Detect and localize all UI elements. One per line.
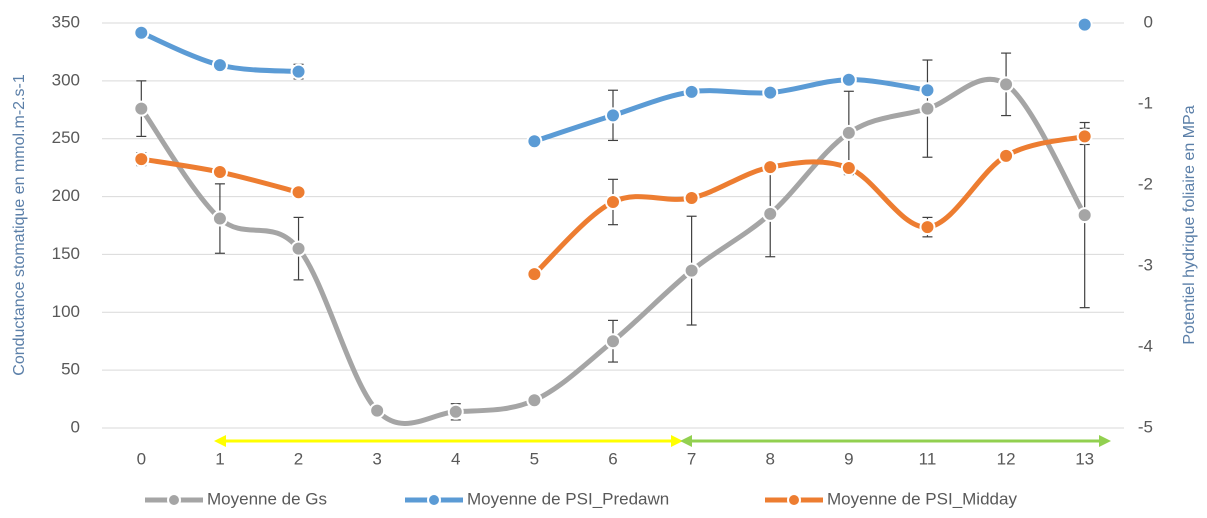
legend-marker (167, 493, 181, 507)
y2-axis-title: Potentiel hydrique foliaire en MPa (1181, 105, 1198, 344)
y-tick-label: 150 (52, 244, 80, 263)
y2-tick-label: 0 (1144, 12, 1153, 31)
point (919, 219, 936, 236)
point (683, 189, 700, 206)
legend-item: Moyenne de PSI_Midday (765, 489, 1017, 508)
point (840, 71, 857, 88)
legend-item: Moyenne de PSI_Predawn (405, 489, 669, 508)
y-axis-title: Conductance stomatique en mmol.m-2.s-1 (11, 74, 28, 376)
legend-label: Moyenne de PSI_Predawn (467, 489, 669, 508)
x-tick-label: 7 (687, 449, 696, 468)
point (840, 159, 857, 176)
point (526, 392, 543, 409)
point (605, 107, 621, 124)
point (211, 57, 228, 74)
x-tick-label: 11 (919, 449, 937, 468)
x-tick-label: 13 (1075, 449, 1094, 468)
x-tick-label: 1 (215, 449, 224, 468)
x-tick-label: 2 (294, 449, 303, 468)
y-tick-label: 200 (52, 186, 80, 205)
point (447, 403, 464, 420)
point (840, 124, 857, 141)
point (605, 333, 621, 350)
y-tick-label: 350 (52, 12, 80, 31)
point (998, 76, 1015, 93)
point (762, 159, 779, 176)
point (290, 240, 307, 257)
series (133, 52, 1093, 426)
point (526, 266, 543, 283)
x-tick-label: 9 (844, 449, 853, 468)
legend-item: Moyenne de Gs (145, 489, 327, 508)
arrow-head (1099, 435, 1111, 447)
point (919, 100, 936, 117)
y-tick-label: 300 (52, 70, 80, 89)
y2-tick-label: -2 (1138, 174, 1153, 193)
legend-label: Moyenne de PSI_Midday (827, 489, 1017, 508)
legend-marker (427, 493, 441, 507)
x-tick-label: 3 (372, 449, 381, 468)
x-tick-label: 12 (997, 449, 1016, 468)
point (1076, 128, 1093, 145)
point (605, 194, 621, 211)
point (211, 210, 228, 227)
point (683, 83, 700, 100)
y2-tick-label: -4 (1138, 336, 1153, 355)
y-tick-label: 50 (61, 360, 80, 379)
arrow-head (671, 435, 683, 447)
y2-tick-label: -5 (1138, 417, 1153, 436)
point (290, 184, 307, 201)
x-tick-label: 5 (530, 449, 539, 468)
arrow-head (214, 435, 226, 447)
x-tick-label: 6 (608, 449, 617, 468)
x-tick-label: 4 (451, 449, 460, 468)
y-tick-label: 100 (52, 302, 80, 321)
point (762, 84, 779, 101)
arrow-head (680, 435, 692, 447)
point (211, 164, 228, 181)
point (683, 262, 700, 279)
x-tick-label: 8 (765, 449, 774, 468)
series-line (531, 77, 930, 144)
y2-tick-label: -3 (1138, 255, 1153, 274)
series (133, 16, 1093, 150)
point (998, 147, 1015, 164)
point (290, 63, 307, 80)
point (526, 133, 543, 150)
point (369, 402, 386, 419)
y-tick-label: 250 (52, 128, 80, 147)
y-tick-label: 0 (71, 417, 80, 436)
point (133, 24, 150, 41)
point (919, 82, 936, 99)
period-arrows (214, 435, 1111, 447)
point (133, 151, 150, 168)
point (133, 100, 150, 117)
x-tick-label: 0 (137, 449, 146, 468)
legend-label: Moyenne de Gs (207, 489, 327, 508)
legend-marker (787, 493, 801, 507)
point (1076, 207, 1093, 224)
series (133, 127, 1093, 283)
y2-tick-label: -1 (1138, 93, 1153, 112)
point (762, 205, 779, 222)
point (1076, 16, 1093, 33)
